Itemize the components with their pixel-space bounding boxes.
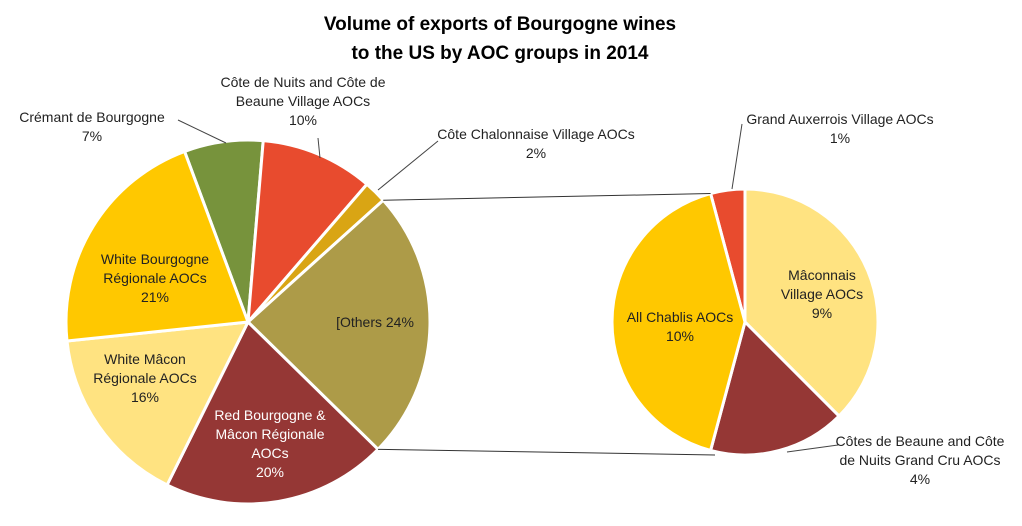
slice-value-label: 1%	[829, 130, 851, 146]
slice-name: All Chablis AOCs	[626, 309, 734, 325]
slice-value-label: 4%	[909, 471, 931, 487]
slice-name: Côtes de Beaune and Côte de Nuits Grand …	[835, 433, 1005, 468]
slice-label: All Chablis AOCs 10%	[605, 308, 755, 346]
slice-label: Red Bourgogne & Mâcon Régionale AOCs 20%	[205, 406, 335, 482]
slice-value-label: 20%	[255, 464, 285, 480]
leader-line	[377, 140, 439, 191]
slice-name: White Bourgogne Régionale AOCs	[100, 251, 210, 286]
slice-value-label: 10%	[288, 112, 318, 128]
slice-label: Crémant de Bourgogne 7%	[0, 108, 187, 146]
slice-value-label: 9%	[811, 305, 833, 321]
leader-line	[731, 123, 743, 190]
slice-label: Côte Chalonnaise Village AOCs 2%	[426, 125, 646, 163]
slice-name: Red Bourgogne & Mâcon Régionale AOCs	[214, 407, 326, 461]
slice-value-label: 10%	[665, 328, 695, 344]
pie-slice	[743, 187, 880, 418]
slice-name: Côte de Nuits and Côte de Beaune Village…	[220, 74, 386, 109]
slice-value-label: 24%	[385, 314, 414, 330]
pie-slice	[65, 320, 250, 487]
pie-slice	[610, 192, 747, 452]
leader-line	[317, 137, 321, 159]
slice-name: Crémant de Bourgogne	[19, 109, 165, 125]
slice-label: Côtes de Beaune and Côte de Nuits Grand …	[833, 432, 1008, 489]
connector-line	[383, 193, 711, 201]
slice-label: White Bourgogne Régionale AOCs 21%	[88, 250, 223, 307]
slice-name: [Others	[336, 314, 382, 330]
leader-line	[786, 444, 839, 453]
slice-value-label: 7%	[81, 128, 103, 144]
slice-name: Côte Chalonnaise Village AOCs	[437, 126, 635, 142]
connector-line	[378, 448, 716, 456]
pie-slice	[709, 320, 841, 457]
chart-title: Volume of exports of Bourgogne wines to …	[323, 14, 677, 64]
slice-label: White Mâcon Régionale AOCs 16%	[83, 350, 208, 407]
slice-name: White Mâcon Régionale AOCs	[93, 351, 197, 386]
pie-slice	[246, 139, 369, 324]
slice-label: Grand Auxerrois Village AOCs 1%	[745, 110, 935, 148]
slice-value-label: 2%	[525, 145, 547, 161]
leader-line	[177, 119, 227, 144]
slice-value-label: 16%	[130, 389, 160, 405]
slice-name: Mâconnais Village AOCs	[780, 267, 864, 302]
slice-label: Côte de Nuits and Côte de Beaune Village…	[203, 73, 403, 130]
slice-label: [Others 24%	[315, 313, 435, 332]
pie-slice	[64, 149, 250, 343]
slice-value-label: 21%	[140, 289, 170, 305]
slice-name: Grand Auxerrois Village AOCs	[746, 111, 934, 127]
pie-slice	[165, 320, 380, 506]
pie-slice	[246, 198, 432, 451]
slice-label: Mâconnais Village AOCs 9%	[767, 266, 877, 323]
